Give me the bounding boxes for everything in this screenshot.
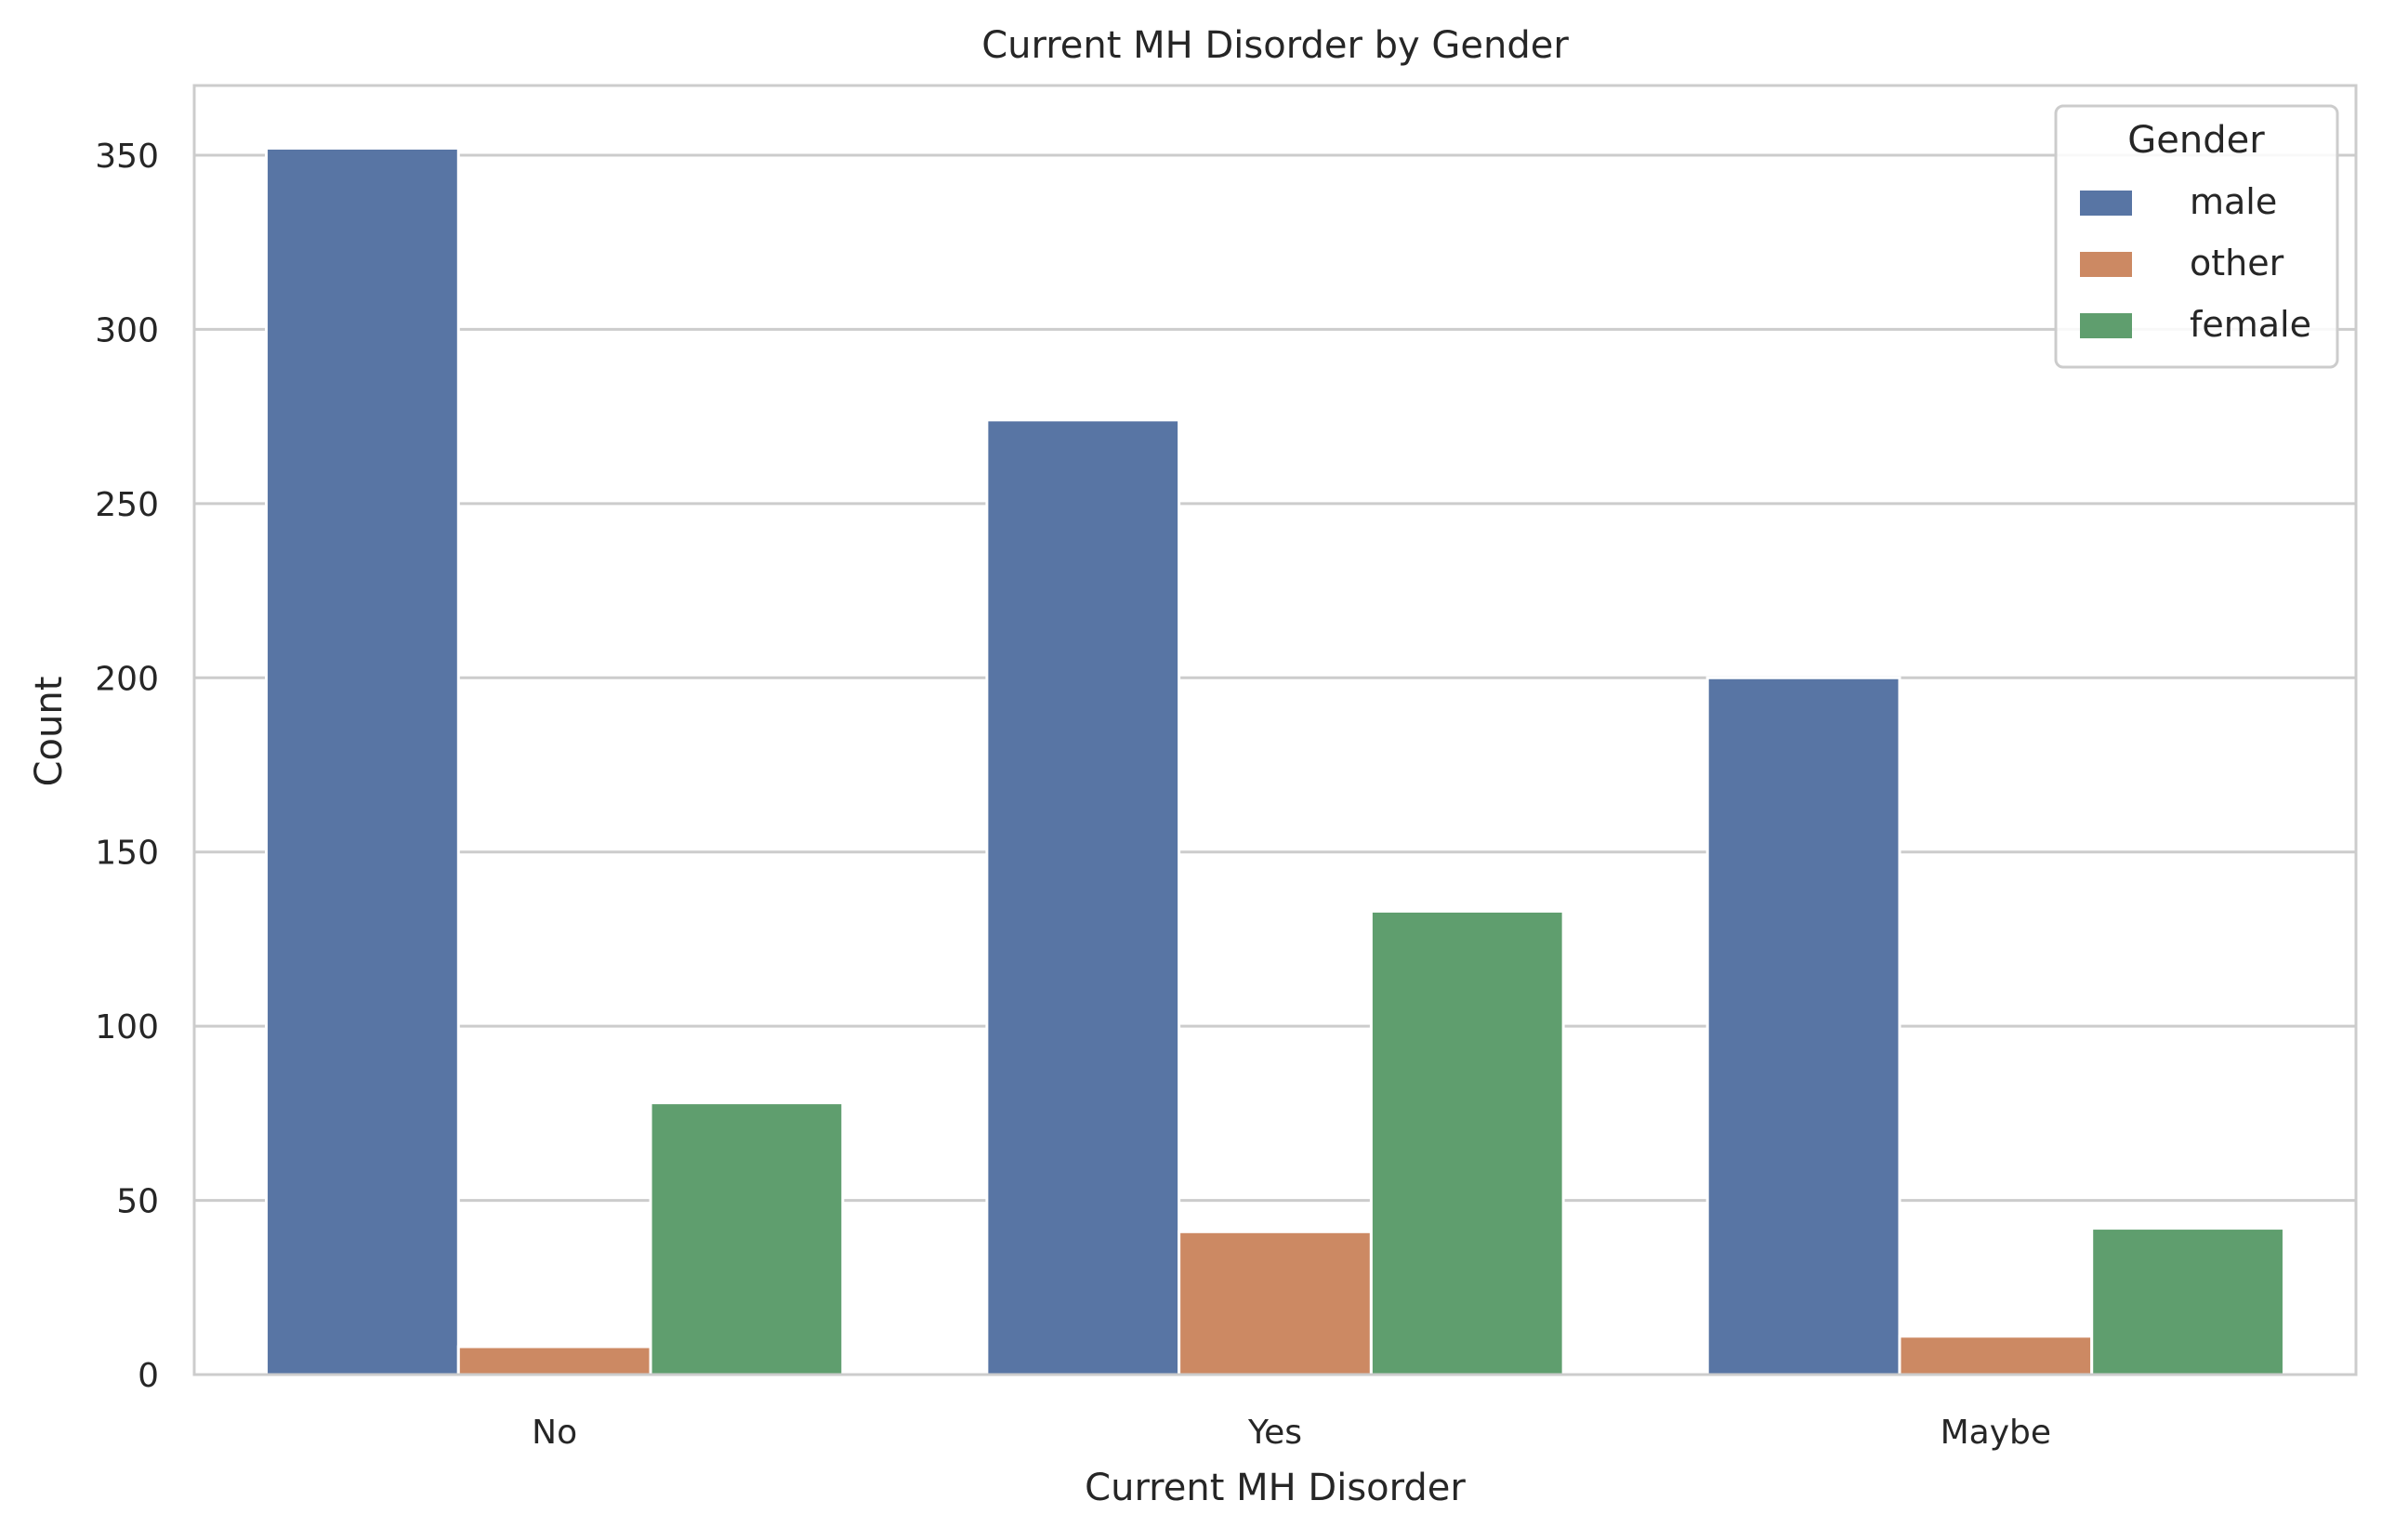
x-tick-labels: No Yes Maybe xyxy=(532,1414,2051,1452)
bar-female-yes xyxy=(1369,909,1565,1376)
legend-entries: male other female xyxy=(2080,181,2311,345)
x-tick-label: Maybe xyxy=(1941,1414,2051,1452)
bar-male-yes xyxy=(985,418,1181,1376)
x-tick-label: No xyxy=(532,1414,577,1452)
y-tick-label: 250 xyxy=(95,486,159,524)
y-tick-label: 300 xyxy=(95,311,159,349)
y-axis-label: Count xyxy=(28,677,71,787)
legend-box xyxy=(2054,104,2339,369)
legend-label-female: female xyxy=(2190,304,2311,345)
y-tick-label: 150 xyxy=(95,835,159,873)
bar-other-yes xyxy=(1178,1230,1373,1376)
plot-frame xyxy=(192,84,2358,1376)
bars xyxy=(265,146,2285,1376)
y-tick-labels: 0 50 100 150 200 250 300 350 xyxy=(95,138,159,1395)
bar-male-maybe xyxy=(1705,676,1902,1376)
bar-female-no xyxy=(649,1101,845,1376)
legend-label-male: male xyxy=(2190,181,2277,222)
y-tick-label: 50 xyxy=(116,1183,159,1221)
legend: Gender male other female xyxy=(2054,104,2339,369)
legend-swatch-male xyxy=(2080,191,2132,216)
chart-title: Current MH Disorder by Gender xyxy=(981,24,1569,67)
legend-swatch-other xyxy=(2080,252,2132,277)
x-tick-label: Yes xyxy=(1247,1414,1302,1452)
x-axis-label: Current MH Disorder xyxy=(1085,1467,1466,1509)
y-tick-label: 100 xyxy=(95,1008,159,1046)
legend-label-other: other xyxy=(2190,243,2284,283)
bar-other-maybe xyxy=(1898,1335,2094,1376)
y-tick-label: 350 xyxy=(95,138,159,176)
legend-swatch-female xyxy=(2080,313,2132,338)
y-tick-label: 0 xyxy=(138,1357,159,1395)
y-tick-label: 200 xyxy=(95,660,159,698)
bar-male-no xyxy=(265,146,460,1376)
legend-title: Gender xyxy=(2127,119,2265,162)
bar-other-no xyxy=(456,1345,652,1376)
gridlines xyxy=(194,153,2356,1376)
bar-female-maybe xyxy=(2090,1227,2285,1376)
